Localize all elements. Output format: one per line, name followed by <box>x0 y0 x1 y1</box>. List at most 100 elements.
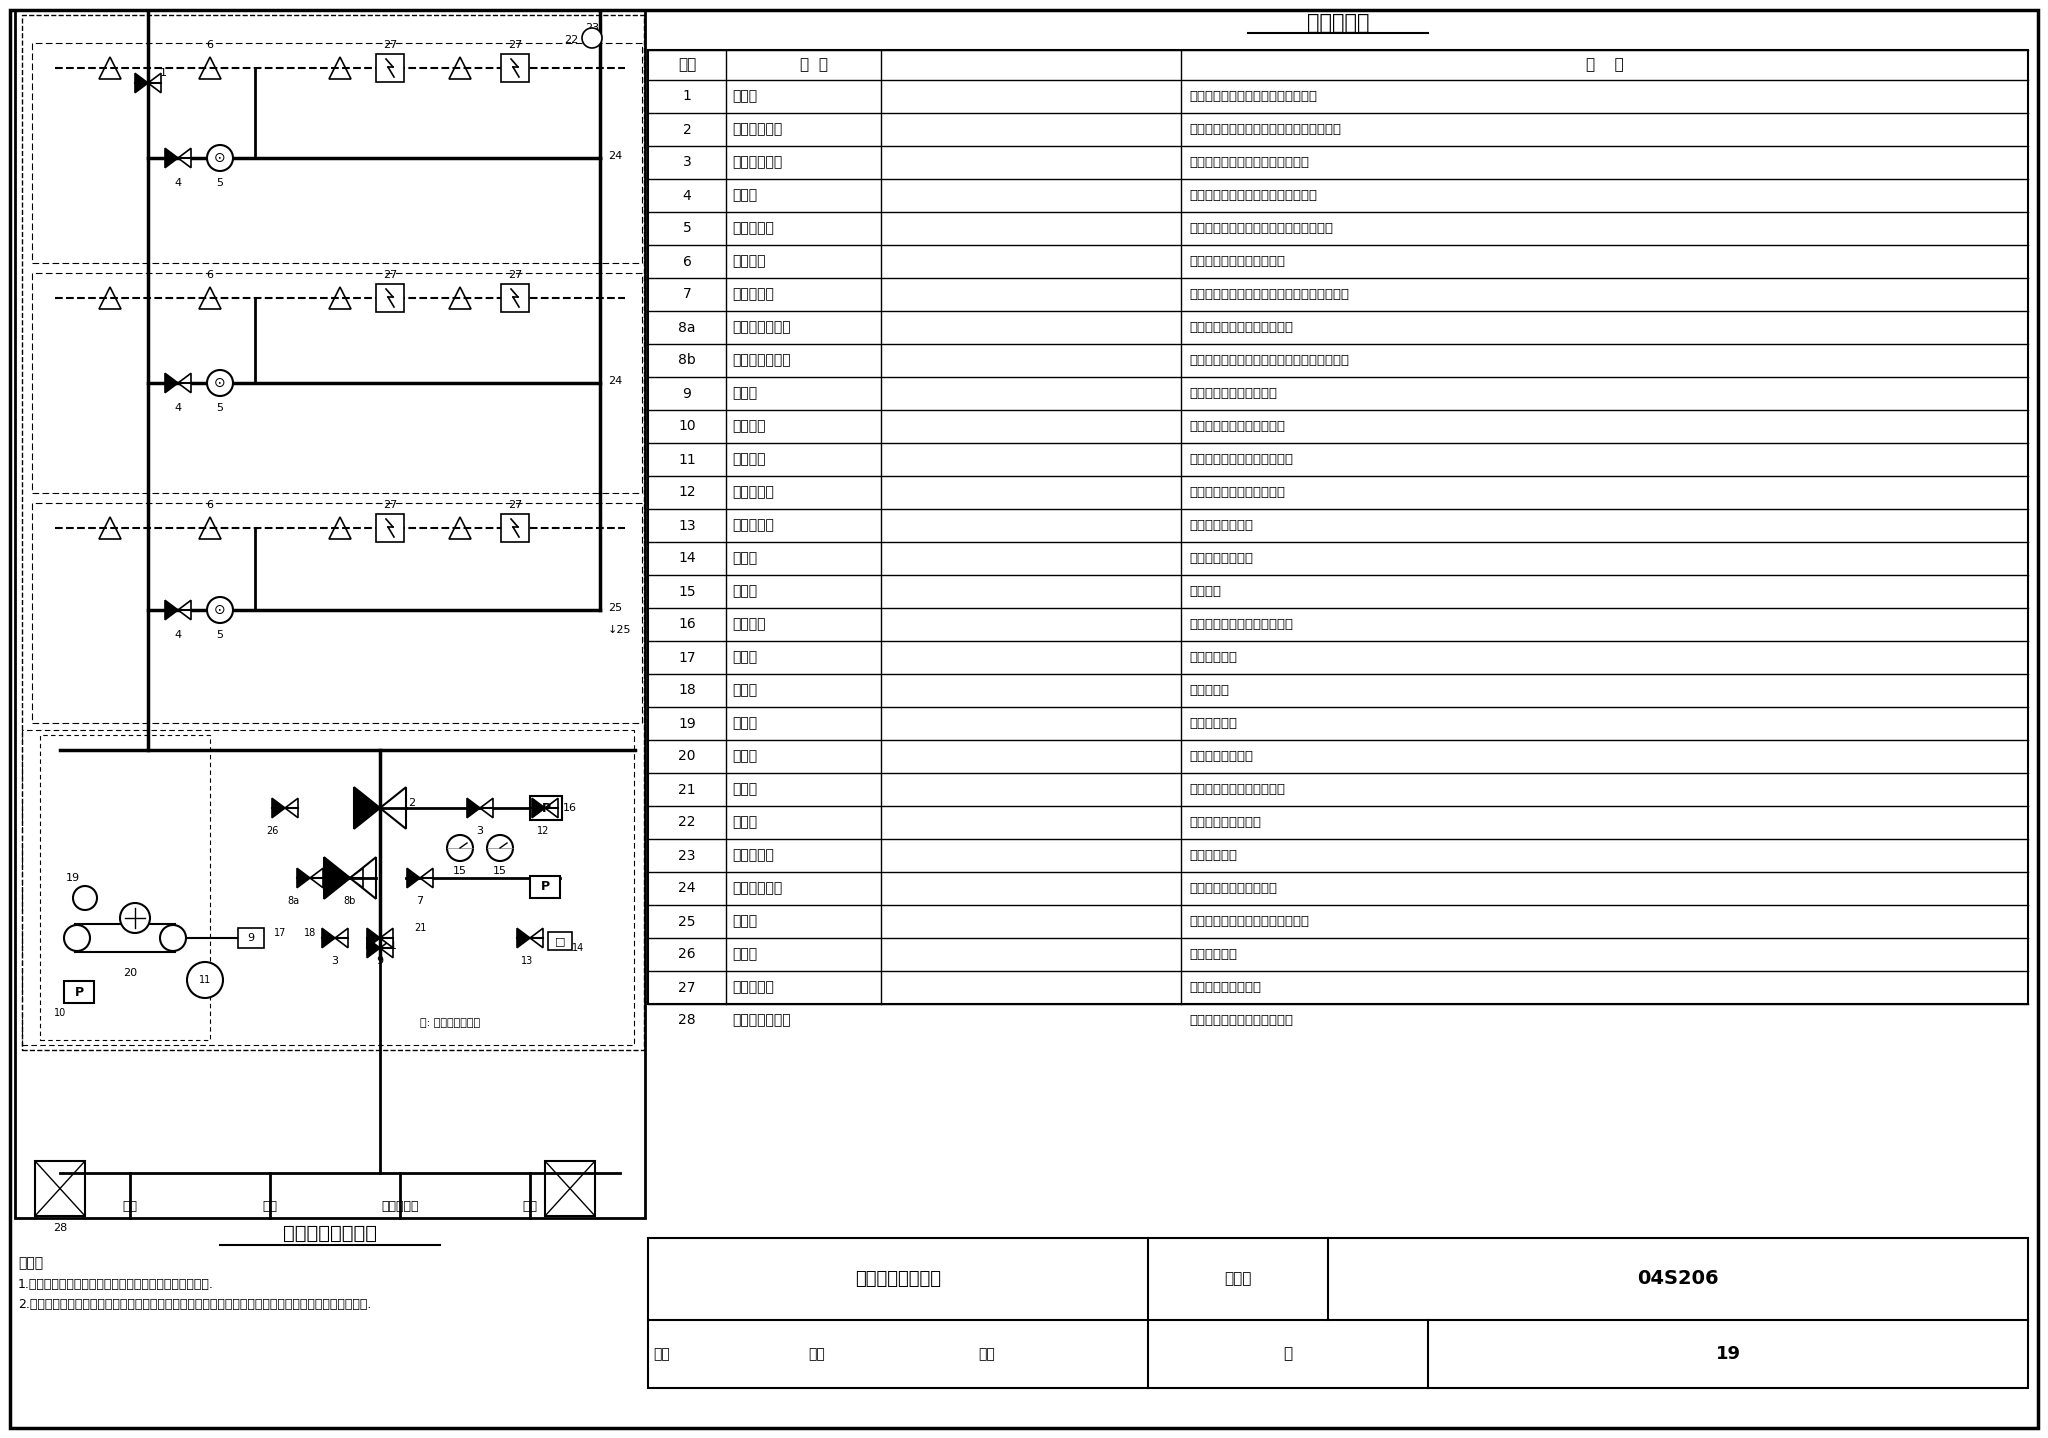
Text: 27: 27 <box>383 40 397 50</box>
Text: 20: 20 <box>123 968 137 978</box>
Text: 用    途: 用 途 <box>1585 58 1624 72</box>
Polygon shape <box>166 374 178 393</box>
Text: 19: 19 <box>1716 1345 1741 1363</box>
Text: 审核: 审核 <box>653 1347 670 1360</box>
Text: 报警阀开启时，发出音响信号: 报警阀开启时，发出音响信号 <box>1190 453 1292 466</box>
Text: 安全阀: 安全阀 <box>731 650 758 664</box>
Text: 27: 27 <box>383 500 397 510</box>
Polygon shape <box>178 600 190 620</box>
Text: 闭式喷头: 闭式喷头 <box>731 255 766 269</box>
Text: 24: 24 <box>608 151 623 161</box>
Circle shape <box>207 370 233 395</box>
Text: 水力警铃控制阀: 水力警铃控制阀 <box>731 321 791 335</box>
Text: 注水口: 注水口 <box>731 782 758 797</box>
Text: 2: 2 <box>315 874 322 884</box>
Text: 压力开关: 压力开关 <box>731 420 766 433</box>
Text: 3: 3 <box>682 155 692 170</box>
Text: 9: 9 <box>682 387 692 401</box>
Text: 25: 25 <box>608 603 623 613</box>
Text: 8a: 8a <box>678 321 696 335</box>
Text: 23: 23 <box>586 23 600 33</box>
Polygon shape <box>530 929 543 948</box>
Text: P: P <box>541 801 551 814</box>
Bar <box>14 10 645 1218</box>
Text: 压力表: 压力表 <box>731 584 758 598</box>
Polygon shape <box>309 869 324 887</box>
Text: 27: 27 <box>508 270 522 280</box>
Text: 4: 4 <box>174 403 182 413</box>
Text: 27: 27 <box>508 500 522 510</box>
Text: 电动开启预作用阀: 电动开启预作用阀 <box>1190 552 1253 565</box>
Text: 6: 6 <box>207 270 213 280</box>
Polygon shape <box>178 148 190 168</box>
Text: 试验放水阀: 试验放水阀 <box>731 486 774 499</box>
Text: 17: 17 <box>274 928 287 938</box>
Text: 试验水压及系统联动功能: 试验水压及系统联动功能 <box>1190 881 1278 894</box>
Text: 电动控制开启排气阀: 电动控制开启排气阀 <box>1190 815 1262 828</box>
Polygon shape <box>420 869 432 887</box>
Circle shape <box>160 925 186 951</box>
Polygon shape <box>336 929 348 948</box>
Text: 20: 20 <box>678 749 696 764</box>
Text: 4: 4 <box>174 178 182 188</box>
Text: 16: 16 <box>563 802 578 812</box>
Text: 15: 15 <box>678 584 696 598</box>
Text: 23: 23 <box>678 848 696 863</box>
Text: 26: 26 <box>266 825 279 835</box>
Text: 13: 13 <box>520 956 532 966</box>
Text: 22: 22 <box>678 815 696 830</box>
Text: 2: 2 <box>682 122 692 137</box>
Text: 21: 21 <box>414 923 426 933</box>
Text: 泄水阀: 泄水阀 <box>731 948 758 962</box>
Text: 末端试水装置: 末端试水装置 <box>731 881 782 896</box>
Bar <box>33 273 641 493</box>
Text: 电磁阀: 电磁阀 <box>731 552 758 565</box>
Text: 19: 19 <box>66 873 80 883</box>
Text: 分区放水试验，试验系统联动功能: 分区放水试验，试验系统联动功能 <box>1190 915 1309 928</box>
Text: 控制系统进水，开启时可输出报警水流信号: 控制系统进水，开启时可输出报警水流信号 <box>1190 124 1341 137</box>
Text: 切断水力警铃铃声，平时常开: 切断水力警铃铃声，平时常开 <box>1190 321 1292 334</box>
Text: 蓄水: 蓄水 <box>522 1199 537 1214</box>
Text: ⊙: ⊙ <box>215 603 225 617</box>
Text: 名  称: 名 称 <box>799 58 827 72</box>
Text: 感知火灾，自动报警: 感知火灾，自动报警 <box>1190 981 1262 994</box>
Text: 04S206: 04S206 <box>1636 1270 1718 1288</box>
Text: 图集号: 图集号 <box>1225 1271 1251 1287</box>
Text: 试水阀: 试水阀 <box>731 915 758 929</box>
Bar <box>647 50 2028 1004</box>
Text: 系统调试及功能试验时打开: 系统调试及功能试验时打开 <box>1190 486 1284 499</box>
Polygon shape <box>516 929 530 948</box>
Polygon shape <box>166 148 178 168</box>
Polygon shape <box>285 798 299 818</box>
Text: 页: 页 <box>1284 1346 1292 1362</box>
Polygon shape <box>479 798 494 818</box>
Polygon shape <box>166 600 178 620</box>
Polygon shape <box>532 798 545 818</box>
Text: 1.阀后不充压的预作用系统，系统中无空压机和相关配件.: 1.阀后不充压的预作用系统，系统中无空压机和相关配件. <box>18 1278 213 1291</box>
Text: 2.本图为预作用报警阀组的标准配置，各厂家的产品可能与此有所不同，但应满足报警阀的基本功能要求.: 2.本图为预作用报警阀组的标准配置，各厂家的产品可能与此有所不同，但应满足报警阀… <box>18 1299 371 1311</box>
Bar <box>530 797 561 820</box>
Text: 4: 4 <box>174 630 182 640</box>
Text: 28: 28 <box>53 1222 68 1232</box>
Text: 蓄水: 蓄水 <box>123 1199 137 1214</box>
Text: 14: 14 <box>571 943 584 953</box>
Text: 3: 3 <box>332 956 338 966</box>
Bar <box>41 735 211 1040</box>
Text: 18: 18 <box>678 683 696 697</box>
Text: 12: 12 <box>678 486 696 499</box>
Bar <box>76 925 174 952</box>
Text: 6: 6 <box>207 500 213 510</box>
Text: 防止水倒流: 防止水倒流 <box>1190 684 1229 697</box>
Polygon shape <box>324 857 350 899</box>
Text: 手动开启预作用阀: 手动开启预作用阀 <box>1190 519 1253 532</box>
Text: 平时常开，关闭时切断控制腔供水: 平时常开，关闭时切断控制腔供水 <box>1190 155 1309 170</box>
Text: 9: 9 <box>248 933 254 943</box>
Polygon shape <box>467 798 479 818</box>
Polygon shape <box>381 787 406 828</box>
Text: 24: 24 <box>608 375 623 385</box>
Text: 控制腔供水阀: 控制腔供水阀 <box>731 155 782 170</box>
Bar <box>545 1160 596 1217</box>
Text: 供给系统压缩空气: 供给系统压缩空气 <box>1190 751 1253 764</box>
Text: 25: 25 <box>678 915 696 929</box>
Text: 信号阀: 信号阀 <box>731 188 758 203</box>
